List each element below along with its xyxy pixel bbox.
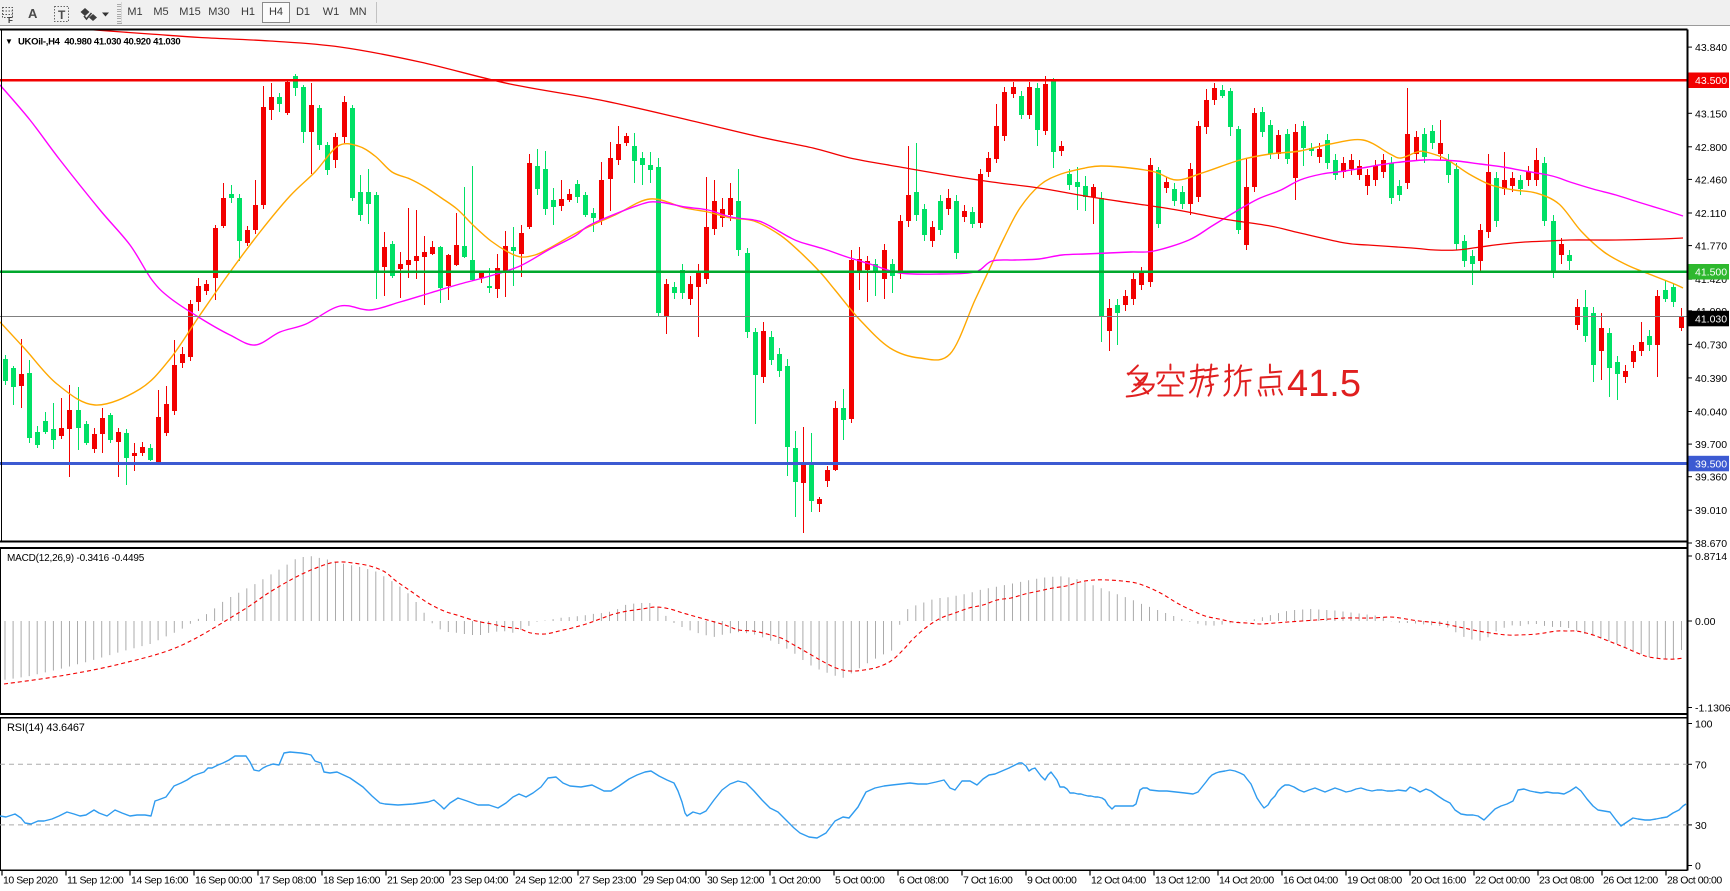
svg-text:14 Oct 20:00: 14 Oct 20:00: [1219, 875, 1274, 887]
svg-text:42.110: 42.110: [1695, 208, 1726, 220]
svg-text:26 Oct 12:00: 26 Oct 12:00: [1603, 875, 1658, 887]
svg-text:38.670: 38.670: [1695, 538, 1727, 550]
svg-text:UKOil-,H4 40.980 41.030 40.92: UKOil-,H4 40.980 41.030 40.920 41.030: [18, 37, 180, 48]
svg-text:21 Sep 20:00: 21 Sep 20:00: [387, 875, 445, 887]
svg-text:30: 30: [1695, 820, 1707, 832]
svg-text:18 Sep 16:00: 18 Sep 16:00: [323, 875, 381, 887]
svg-text:43.150: 43.150: [1695, 108, 1727, 120]
svg-text:100: 100: [1695, 719, 1713, 731]
svg-text:16 Sep 00:00: 16 Sep 00:00: [195, 875, 253, 887]
svg-text:24 Sep 12:00: 24 Sep 12:00: [515, 875, 573, 887]
svg-text:11 Sep 12:00: 11 Sep 12:00: [67, 875, 124, 887]
svg-text:10 Sep 2020: 10 Sep 2020: [3, 875, 58, 887]
svg-text:43.500: 43.500: [1695, 75, 1727, 87]
svg-text:5 Oct 00:00: 5 Oct 00:00: [835, 875, 885, 887]
svg-text:14 Sep 16:00: 14 Sep 16:00: [131, 875, 189, 887]
svg-text:41.500: 41.500: [1695, 267, 1727, 279]
svg-text:30 Sep 12:00: 30 Sep 12:00: [707, 875, 765, 887]
svg-text:12 Oct 04:00: 12 Oct 04:00: [1091, 875, 1146, 887]
svg-text:0: 0: [1695, 861, 1701, 873]
svg-text:41.770: 41.770: [1695, 241, 1727, 253]
svg-text:41.5: 41.5: [1287, 363, 1361, 405]
svg-text:▼: ▼: [5, 37, 13, 46]
svg-text:-1.1306: -1.1306: [1695, 703, 1730, 715]
svg-text:0.8714: 0.8714: [1695, 551, 1727, 563]
svg-text:23 Sep 04:00: 23 Sep 04:00: [451, 875, 509, 887]
svg-text:6 Oct 08:00: 6 Oct 08:00: [899, 875, 949, 887]
svg-text:70: 70: [1695, 759, 1707, 771]
svg-text:28 Oct 00:00: 28 Oct 00:00: [1667, 875, 1722, 887]
svg-text:39.500: 39.500: [1695, 459, 1727, 471]
svg-text:39.700: 39.700: [1695, 439, 1727, 451]
svg-text:19 Oct 08:00: 19 Oct 08:00: [1347, 875, 1402, 887]
svg-text:22 Oct 00:00: 22 Oct 00:00: [1475, 875, 1530, 887]
svg-text:17 Sep 08:00: 17 Sep 08:00: [259, 875, 317, 887]
svg-text:RSI(14) 43.6467: RSI(14) 43.6467: [7, 722, 85, 734]
svg-text:42.460: 42.460: [1695, 174, 1727, 186]
svg-text:T: T: [58, 8, 66, 22]
svg-text:16 Oct 04:00: 16 Oct 04:00: [1283, 875, 1338, 887]
svg-text:9 Oct 00:00: 9 Oct 00:00: [1027, 875, 1077, 887]
svg-text:40.390: 40.390: [1695, 373, 1727, 385]
svg-text:41.030: 41.030: [1695, 314, 1727, 326]
svg-text:23 Oct 08:00: 23 Oct 08:00: [1539, 875, 1594, 887]
svg-text:A: A: [28, 6, 38, 21]
svg-text:MACD(12,26,9) -0.3416 -0.4495: MACD(12,26,9) -0.3416 -0.4495: [7, 553, 145, 564]
svg-text:43.840: 43.840: [1695, 42, 1727, 54]
svg-text:39.360: 39.360: [1695, 472, 1727, 484]
svg-text:20 Oct 16:00: 20 Oct 16:00: [1411, 875, 1466, 887]
svg-text:40.730: 40.730: [1695, 339, 1727, 351]
svg-text:0.00: 0.00: [1695, 616, 1716, 628]
svg-text:13 Oct 12:00: 13 Oct 12:00: [1155, 875, 1210, 887]
svg-text:1 Oct 20:00: 1 Oct 20:00: [771, 875, 821, 887]
svg-text:7 Oct 16:00: 7 Oct 16:00: [963, 875, 1013, 887]
svg-text:39.010: 39.010: [1695, 505, 1727, 517]
svg-text:40.040: 40.040: [1695, 407, 1727, 419]
svg-text:42.800: 42.800: [1695, 142, 1727, 154]
svg-text:29 Sep 04:00: 29 Sep 04:00: [643, 875, 701, 887]
svg-text:F: F: [8, 16, 13, 25]
svg-text:27 Sep 23:00: 27 Sep 23:00: [579, 875, 637, 887]
